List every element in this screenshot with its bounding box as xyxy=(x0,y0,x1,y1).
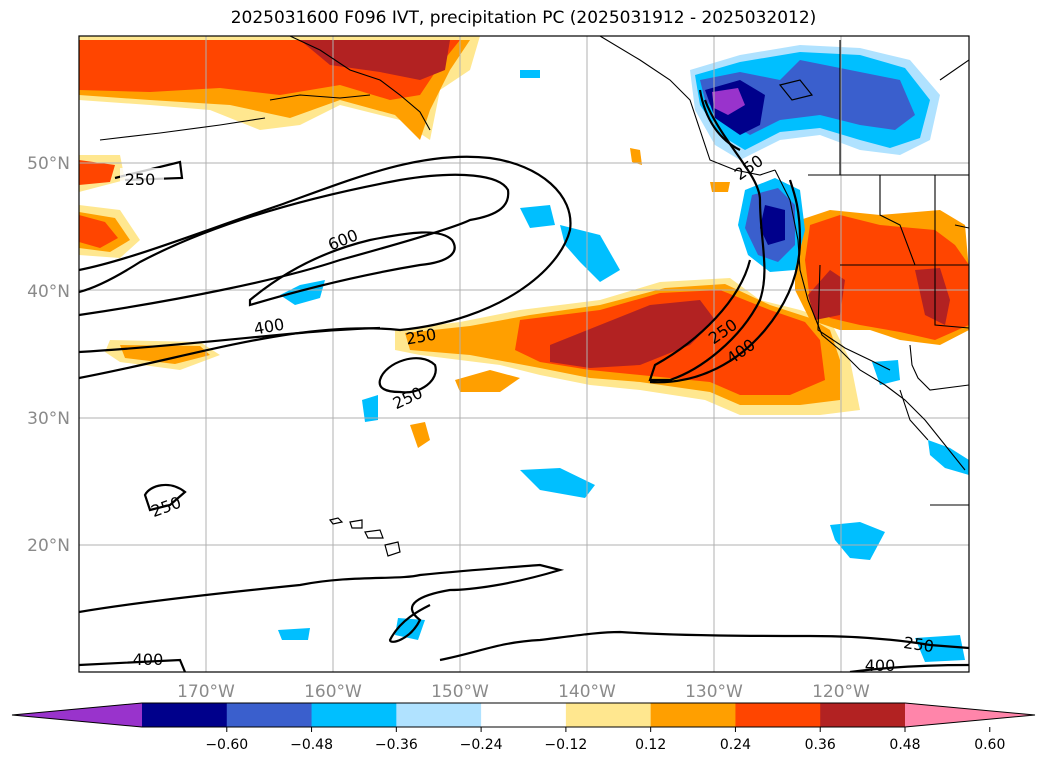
precip-negative-region xyxy=(712,88,745,115)
ivt-contours xyxy=(79,89,969,672)
contour-label: 400 xyxy=(133,650,164,669)
precip-positive-region xyxy=(79,160,115,185)
precip-negative-region xyxy=(520,205,555,228)
colorbar-tick-label: 0.48 xyxy=(889,737,920,753)
colorbar-segment xyxy=(396,703,482,727)
precip-positive-region xyxy=(120,345,210,364)
lon-label-130w: 130°W xyxy=(685,682,743,702)
precip-positive-region xyxy=(455,370,520,392)
precip-negative-region xyxy=(872,360,900,385)
precip-negative-region xyxy=(915,635,965,662)
precip-negative-region xyxy=(278,628,310,640)
precip-positive-region xyxy=(915,268,950,325)
colorbar xyxy=(11,702,1036,728)
precip-negative-region xyxy=(560,225,620,282)
colorbar-segment xyxy=(650,703,736,727)
precip-positive-region xyxy=(630,148,642,165)
colorbar-tick-label: 0.36 xyxy=(805,737,836,753)
lon-label-140w: 140°W xyxy=(558,682,616,702)
lon-label-150w: 150°W xyxy=(431,682,489,702)
precip-negative-region xyxy=(760,205,785,245)
colorbar-segment xyxy=(481,703,567,727)
lat-label-40n: 40°N xyxy=(27,282,70,302)
colorbar-tick-label: −0.60 xyxy=(205,737,248,753)
precip-positive-region xyxy=(410,422,430,448)
colorbar-tick-label: −0.36 xyxy=(375,737,418,753)
precip-positive-region xyxy=(300,40,450,80)
map-frame xyxy=(78,35,970,673)
colorbar-outline xyxy=(11,702,1036,728)
precip-negative-region xyxy=(520,468,595,498)
longitude-labels: 170°W 160°W 150°W 140°W 130°W 120°W xyxy=(177,682,870,702)
precip-positive-region xyxy=(550,300,715,368)
precip-negative-region xyxy=(830,522,885,560)
colorbar-segment xyxy=(226,703,313,727)
colorbar-segment xyxy=(565,703,652,727)
colorbar-segment xyxy=(820,703,906,727)
colorbar-tick-label: −0.12 xyxy=(544,737,587,753)
colorbar-tick-label: 0.60 xyxy=(974,737,1005,753)
colorbar-extend-low xyxy=(12,703,142,727)
contour-label: 250 xyxy=(125,170,156,189)
latitude-labels: 50°N 40°N 30°N 20°N xyxy=(27,154,70,556)
lon-label-170w: 170°W xyxy=(177,682,235,702)
lat-label-30n: 30°N xyxy=(27,409,70,429)
lon-label-120w: 120°W xyxy=(812,682,870,702)
colorbar-tick-label: 0.24 xyxy=(720,737,751,753)
contour-label: 250 xyxy=(902,633,935,656)
graticule xyxy=(79,36,969,672)
coastlines xyxy=(99,36,969,506)
lon-label-160w: 160°W xyxy=(304,682,362,702)
lat-label-50n: 50°N xyxy=(27,154,70,174)
precip-negative-region xyxy=(362,395,378,422)
precip-positive-region xyxy=(710,182,730,192)
precip-negative-region xyxy=(520,70,540,78)
precip-positive-region xyxy=(808,270,845,320)
colorbar-tick-label: −0.48 xyxy=(290,737,333,753)
islands xyxy=(328,79,814,557)
contour-label: 400 xyxy=(865,656,896,675)
colorbar-segment xyxy=(311,703,397,727)
colorbar-tick-label: 0.12 xyxy=(635,737,666,753)
precip-positive-region xyxy=(79,215,118,248)
map-title: 2025031600 F096 IVT, precipitation PC (2… xyxy=(230,8,817,28)
precip-fields xyxy=(79,36,969,662)
colorbar-ticks: −0.60 −0.48 −0.36 −0.24 −0.12 0.12 0.24 0.36 0.4… xyxy=(205,727,1005,753)
lat-label-20n: 20°N xyxy=(27,536,70,556)
colorbar-tick-label: −0.24 xyxy=(460,737,503,753)
colorbar-extend-high xyxy=(905,703,1035,727)
colorbar-segment xyxy=(142,703,228,727)
colorbar-segment xyxy=(735,703,821,727)
precip-negative-region xyxy=(928,440,969,475)
